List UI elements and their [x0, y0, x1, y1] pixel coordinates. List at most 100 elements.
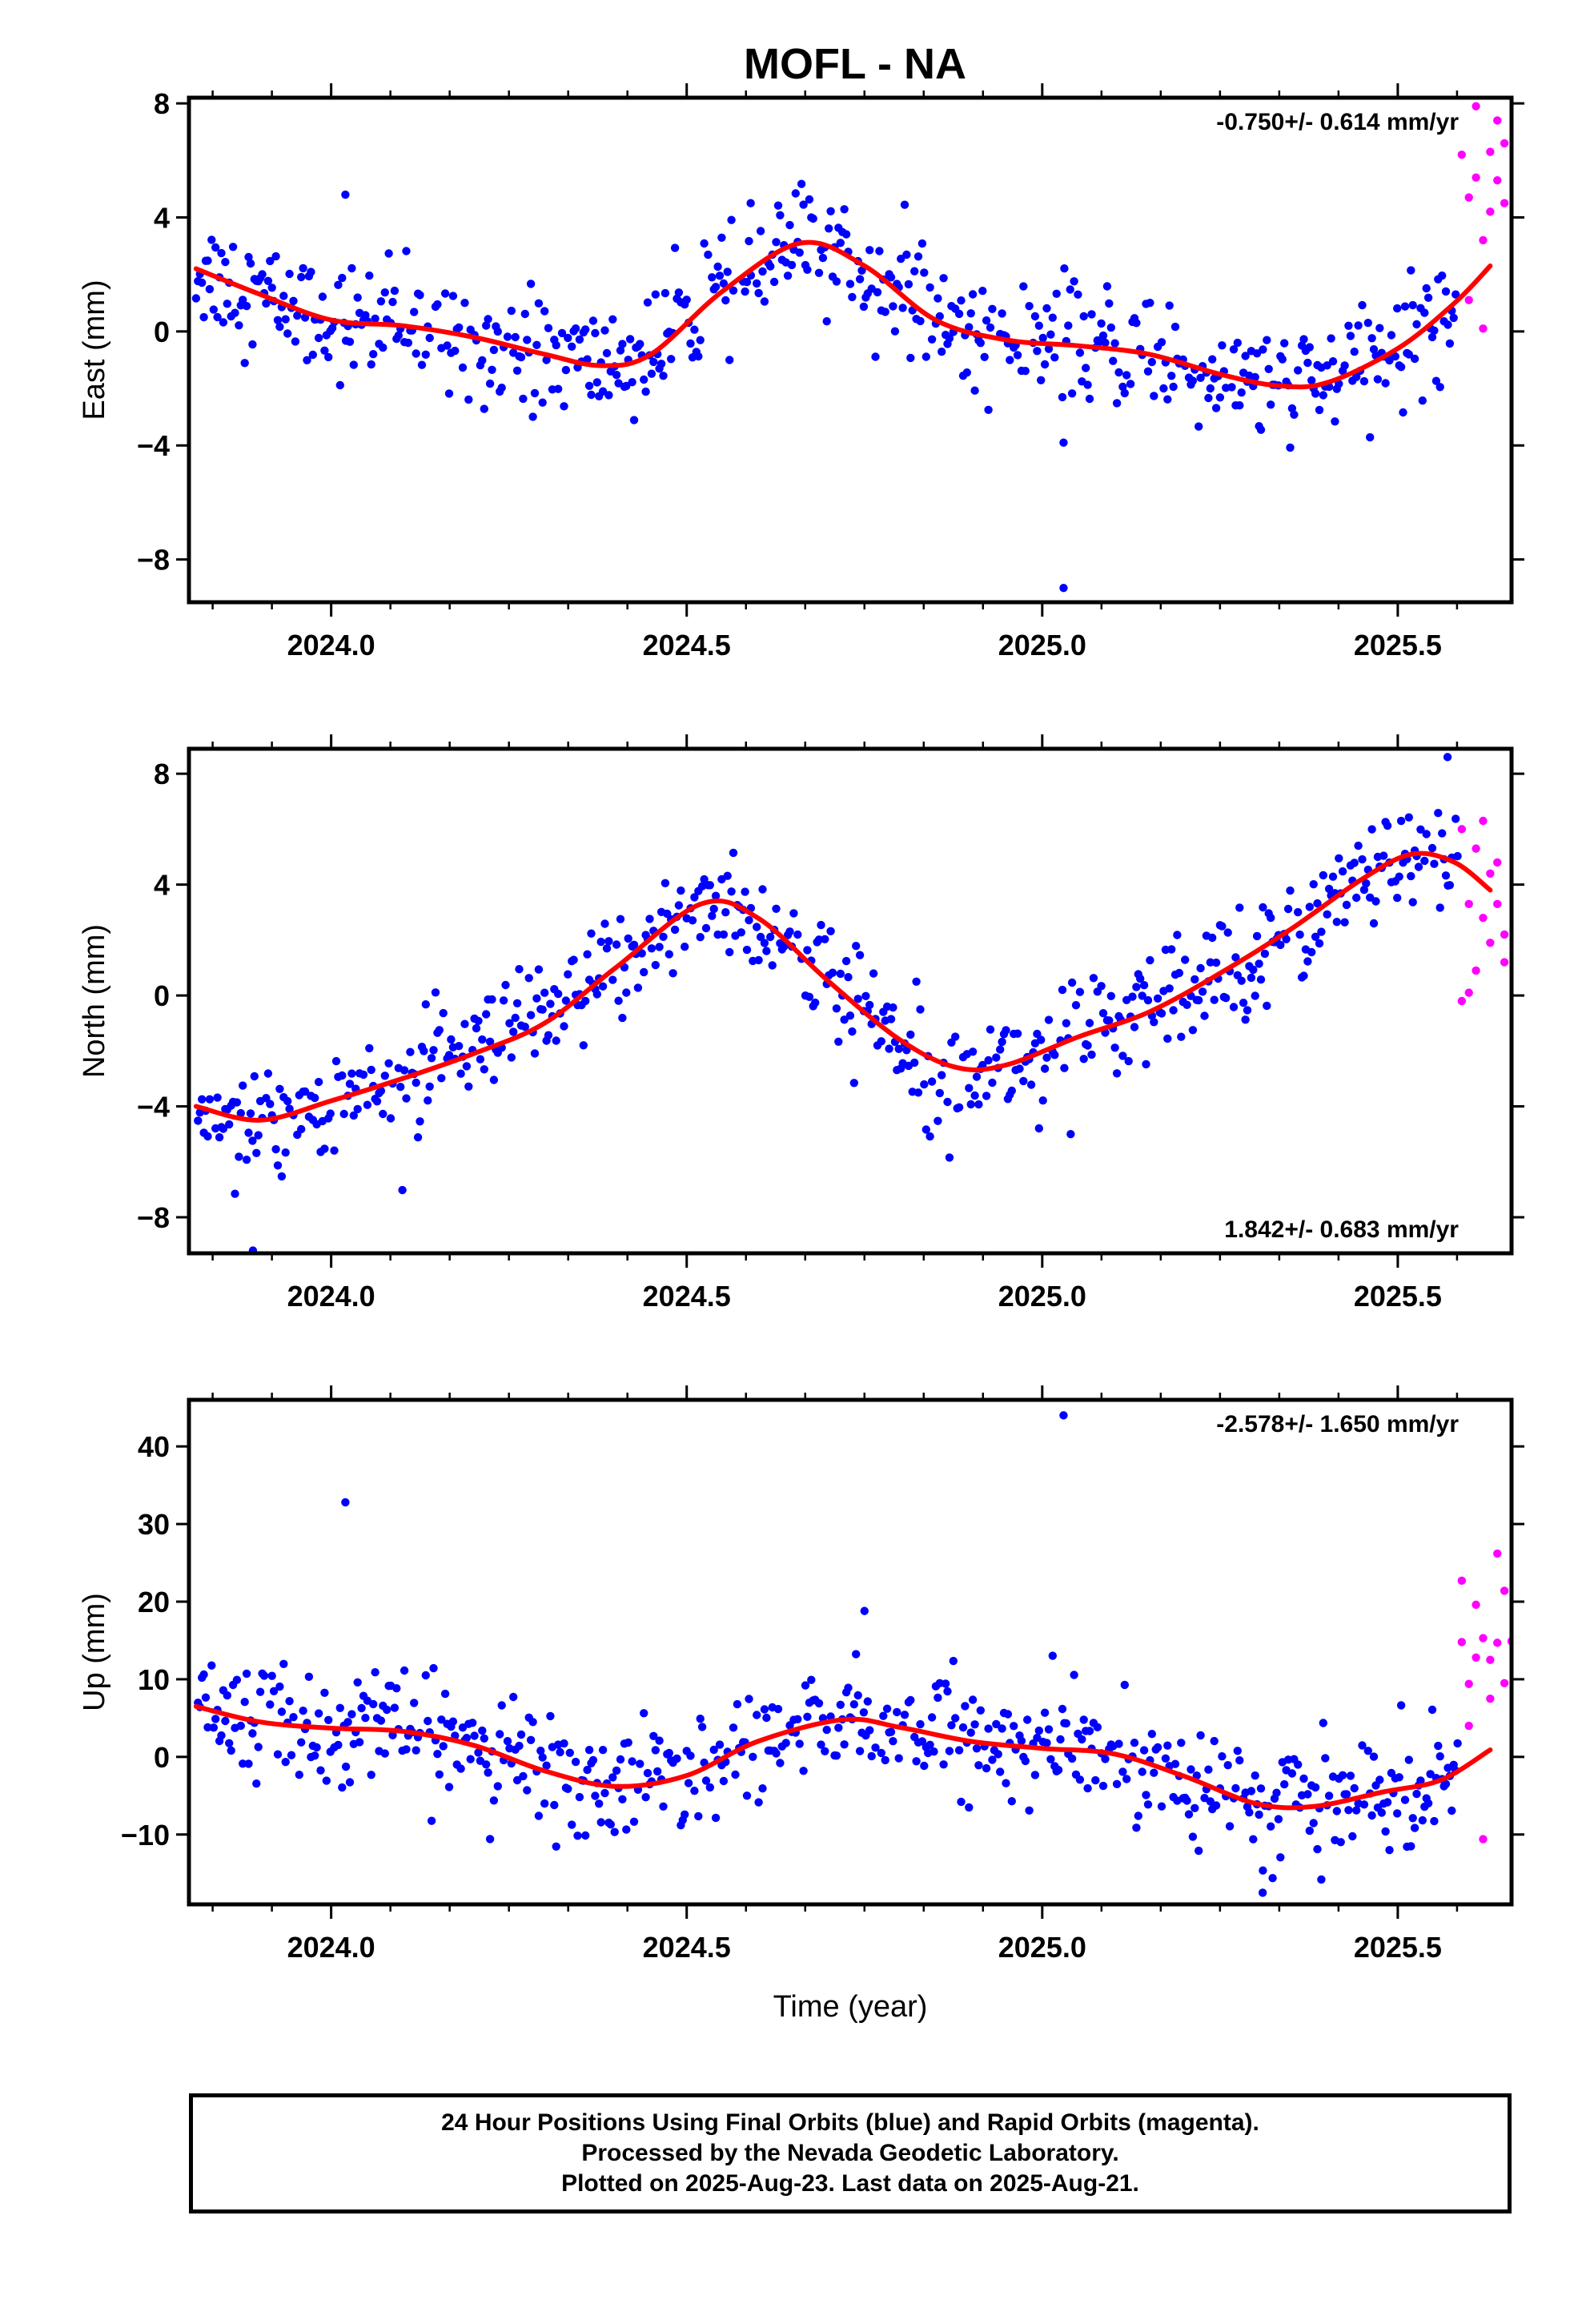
final-orbit-point [499, 996, 508, 1005]
final-orbit-point [629, 416, 639, 424]
final-orbit-point [1120, 388, 1130, 398]
final-orbit-point [435, 1770, 444, 1779]
final-orbit-point [836, 1700, 845, 1709]
final-orbit-point [1385, 1846, 1394, 1855]
final-orbit-point [927, 335, 937, 344]
final-orbit-point [1383, 1798, 1392, 1807]
final-orbit-point [898, 304, 907, 312]
final-orbit-point [1410, 1823, 1419, 1832]
final-orbit-point [198, 1095, 207, 1104]
final-orbit-point [511, 332, 520, 342]
final-orbit-point [534, 1811, 544, 1820]
final-orbit-point [1452, 290, 1460, 299]
rapid-orbit-point [1457, 1576, 1467, 1586]
final-orbit-point [285, 1697, 294, 1706]
final-orbit-point [592, 990, 601, 999]
final-orbit-point [860, 1606, 869, 1615]
final-orbit-point [1395, 872, 1403, 881]
rapid-orbit-point [1479, 324, 1488, 333]
final-orbit-point [1313, 1844, 1322, 1854]
final-orbit-point [998, 1724, 1006, 1733]
final-orbit-point [1058, 1704, 1067, 1714]
final-orbit-point [1311, 389, 1320, 398]
final-orbit-point [1400, 1795, 1410, 1804]
final-orbit-point [285, 269, 294, 279]
final-orbit-point [304, 1672, 314, 1681]
final-orbit-point [542, 1761, 551, 1770]
final-orbit-point [1066, 285, 1074, 294]
final-orbit-point [875, 247, 884, 255]
final-orbit-point [1112, 1069, 1122, 1078]
final-orbit-point [1157, 1009, 1166, 1018]
final-orbit-point [814, 268, 824, 277]
final-orbit-point [1204, 1765, 1213, 1774]
figure-title: MOFL - NA [744, 40, 966, 88]
final-orbit-point [853, 1691, 862, 1700]
final-orbit-point [742, 1791, 752, 1800]
final-orbit-point [622, 1825, 631, 1834]
final-orbit-point [968, 1047, 978, 1056]
final-orbit-point [386, 1114, 396, 1123]
final-orbit-point [588, 316, 598, 325]
final-orbit-point [1303, 1790, 1312, 1799]
x-tick-label: 2024.0 [287, 1931, 375, 1964]
final-orbit-point [1033, 1029, 1042, 1039]
final-orbit-point [482, 1760, 491, 1769]
final-orbit-point [797, 179, 806, 188]
final-orbit-point [1118, 382, 1127, 392]
final-orbit-point [1346, 332, 1355, 340]
final-orbit-point [1046, 1755, 1055, 1763]
final-orbit-point [1097, 319, 1106, 328]
final-orbit-point [480, 1065, 488, 1074]
final-orbit-point [754, 955, 763, 965]
final-orbit-point [1332, 1807, 1342, 1815]
final-orbit-point [1218, 1752, 1227, 1761]
final-orbit-point [488, 365, 496, 374]
final-orbit-point [1143, 367, 1153, 376]
final-orbit-point [968, 290, 978, 299]
final-orbit-point [1319, 391, 1328, 400]
final-orbit-point [485, 1835, 495, 1844]
rapid-orbit-point [1500, 139, 1509, 148]
final-orbit-point [600, 1788, 609, 1798]
final-orbit-point [772, 1749, 781, 1758]
final-orbit-point [616, 346, 625, 355]
final-orbit-point [1128, 992, 1137, 1001]
final-orbit-point [1435, 1752, 1444, 1761]
final-orbit-point [1124, 1056, 1133, 1066]
final-orbit-point [1233, 1747, 1243, 1755]
final-orbit-point [353, 293, 362, 302]
final-orbit-point [503, 1737, 512, 1746]
final-orbit-point [723, 871, 732, 880]
final-orbit-point [659, 932, 668, 942]
final-orbit-point [1319, 1719, 1328, 1727]
final-orbit-point [557, 328, 567, 338]
final-orbit-point [1188, 376, 1198, 385]
final-orbit-point [1233, 338, 1243, 348]
final-orbit-point [1146, 955, 1154, 965]
final-orbit-point [1393, 1809, 1402, 1818]
final-orbit-point [727, 215, 736, 224]
final-orbit-point [248, 1136, 257, 1145]
final-orbit-point [1408, 300, 1417, 310]
final-orbit-point [1359, 885, 1369, 895]
final-orbit-point [456, 1764, 465, 1773]
final-orbit-point [1346, 1771, 1355, 1780]
final-orbit-point [464, 1082, 473, 1092]
final-orbit-point [852, 1650, 861, 1659]
final-orbit-point [941, 1679, 950, 1688]
final-orbit-point [938, 1071, 946, 1080]
final-orbit-point [271, 251, 280, 261]
final-orbit-point [705, 881, 714, 890]
final-orbit-point [1267, 1822, 1275, 1831]
final-orbit-point [536, 1747, 545, 1755]
final-orbit-point [612, 371, 621, 380]
final-orbit-point [1259, 345, 1267, 354]
final-orbit-point [686, 339, 695, 348]
final-orbit-point [1105, 1016, 1114, 1025]
final-orbit-point [729, 1723, 738, 1732]
y-axis-label: East (mm) [78, 279, 111, 420]
final-orbit-point [1243, 1006, 1252, 1015]
final-orbit-point [455, 1042, 464, 1051]
final-orbit-point [571, 1757, 580, 1767]
